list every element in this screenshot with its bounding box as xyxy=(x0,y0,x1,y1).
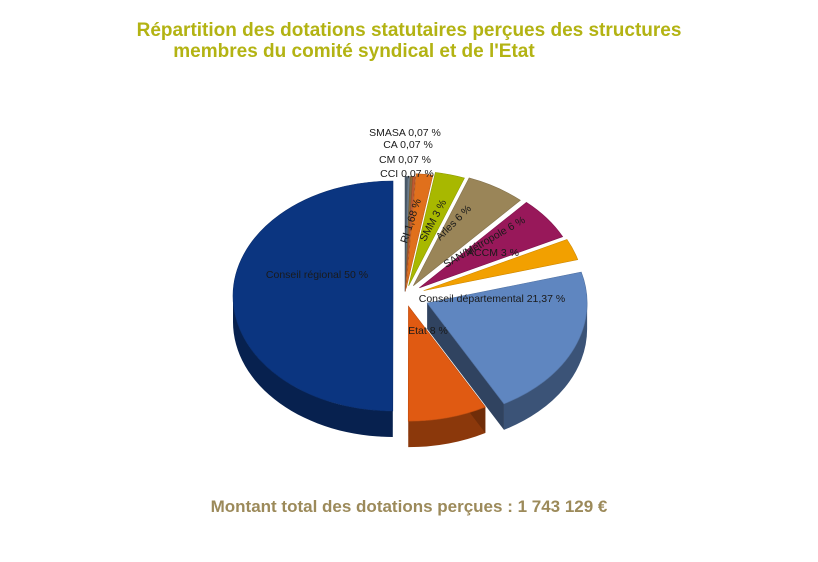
title-line-2: membres du comité syndical et de l'Etat xyxy=(173,41,535,62)
pie-slice-11 xyxy=(232,180,394,412)
slice-label: ACCM 3 % xyxy=(467,247,519,259)
pie-slice-3 xyxy=(405,176,416,292)
pie-slice-side xyxy=(408,407,486,448)
slice-label: CCI 0,07 % xyxy=(380,168,434,180)
pie-slice-8 xyxy=(423,239,579,291)
slice-label: Conseil départemental 21,37 % xyxy=(419,293,566,305)
chart-title: Répartition des dotations statutaires pe… xyxy=(0,20,818,62)
slice-label: Etat 8 % xyxy=(408,325,448,337)
slice-label: Conseil régional 50 % xyxy=(266,269,368,281)
pie-slice-side xyxy=(233,295,393,437)
slice-label: SMASA 0,07 % xyxy=(369,127,441,139)
pie-slice-5 xyxy=(408,172,465,286)
slice-label: CA 0,07 % xyxy=(383,139,433,151)
pie-slice-edge xyxy=(427,302,504,430)
pie-slice-9 xyxy=(426,271,588,405)
pie-slice-4 xyxy=(405,173,434,289)
pie-slice-6 xyxy=(413,177,521,286)
slice-label: CM 0,07 % xyxy=(379,154,431,166)
pie-slice-10 xyxy=(407,305,486,422)
title-line-1: Répartition des dotations statutaires pe… xyxy=(136,20,682,41)
pie-slice-7 xyxy=(419,202,564,289)
total-amount: Montant total des dotations perçues : 1 … xyxy=(210,497,608,516)
pie-slice-side xyxy=(503,302,588,430)
